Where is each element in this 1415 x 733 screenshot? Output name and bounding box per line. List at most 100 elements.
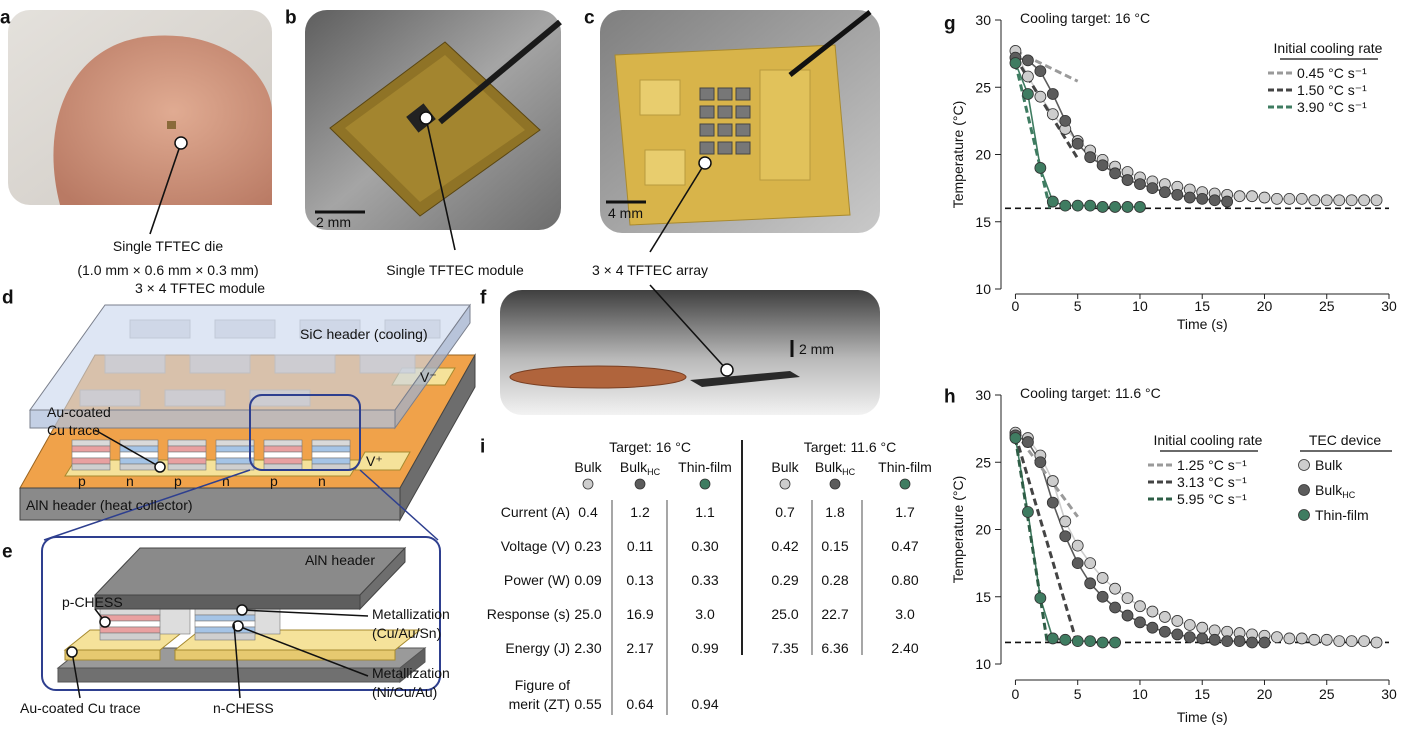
panel-label: e (2, 542, 13, 563)
header-label: SiC header (cooling) (300, 326, 428, 342)
y-tick-label: 10 (975, 656, 991, 672)
x-tick-label: 5 (1074, 686, 1082, 702)
data-point (1134, 201, 1145, 212)
leg-layer (312, 440, 350, 446)
leg-layer (312, 458, 350, 464)
data-point (1334, 636, 1345, 647)
x-tick-label: 10 (1132, 686, 1148, 702)
table-cell: 0.33 (691, 572, 718, 588)
row-label: Power (W) (504, 572, 570, 588)
x-tick-label: 0 (1012, 686, 1020, 702)
data-point (1197, 193, 1208, 204)
panel-label: d (2, 288, 14, 309)
data-point (1172, 615, 1183, 626)
x-tick-label: 25 (1319, 298, 1335, 314)
y-tick-label: 20 (975, 522, 991, 538)
data-point (1010, 433, 1021, 444)
legend-marker (1299, 485, 1310, 496)
leg-layer (168, 458, 206, 464)
data-point (1072, 200, 1083, 211)
trace-label: Au-coated Cu trace (20, 700, 141, 716)
data-point (1247, 191, 1258, 202)
terminal-label: V⁻ (420, 369, 437, 385)
row-label: Energy (J) (505, 640, 570, 656)
column-marker (900, 479, 910, 489)
leg-layer (72, 452, 110, 458)
data-point (1022, 507, 1033, 518)
data-point (1296, 193, 1307, 204)
data-point (1035, 457, 1046, 468)
header-label: AlN header (305, 552, 375, 568)
column-header: Bulk (574, 459, 602, 475)
data-point (1346, 195, 1357, 206)
table-cell: 2.30 (574, 640, 601, 656)
data-point (1184, 192, 1195, 203)
legend-label: 3.13 °C s⁻¹ (1177, 474, 1247, 490)
data-point (1209, 195, 1220, 206)
data-point (1197, 622, 1208, 633)
data-point (1072, 540, 1083, 551)
data-point (1097, 160, 1108, 171)
table-cell: 0.28 (821, 572, 848, 588)
legend-marker (1299, 510, 1310, 521)
data-point (1072, 138, 1083, 149)
column-header: Bulk (771, 459, 799, 475)
data-point (1085, 578, 1096, 589)
data-point (1022, 437, 1033, 448)
terminal-label: V⁺ (366, 453, 383, 469)
photo-a (8, 10, 272, 234)
data-point (1060, 115, 1071, 126)
caption: 3 × 4 TFTEC array (592, 262, 708, 278)
caption: (1.0 mm × 0.6 mm × 0.3 mm) (77, 262, 258, 278)
data-point (1072, 636, 1083, 647)
scale-bar-label: 4 mm (608, 205, 643, 221)
y-tick-label: 25 (975, 79, 991, 95)
column-marker (700, 479, 710, 489)
data-point (1122, 201, 1133, 212)
data-point (1047, 476, 1058, 487)
table-cell: 1.7 (895, 504, 915, 520)
data-point (1134, 601, 1145, 612)
leg-layer (264, 452, 302, 458)
data-point (1359, 195, 1370, 206)
chart-title: Cooling target: 16 °C (1020, 10, 1150, 26)
column-header: Thin-film (878, 459, 932, 475)
table-cell: 0.09 (574, 572, 601, 588)
data-point (1346, 636, 1357, 647)
chart-title: Cooling target: 11.6 °C (1020, 385, 1161, 401)
legend-label: Bulk (1315, 457, 1343, 473)
data-point (1309, 195, 1320, 206)
data-point (1035, 593, 1046, 604)
x-tick-label: 0 (1012, 298, 1020, 314)
leg-layer (168, 464, 206, 470)
scale-bar-label: 2 mm (799, 341, 834, 357)
data-point (1022, 55, 1033, 66)
table-cell: 0.15 (821, 538, 848, 554)
caption: Single TFTEC die (113, 238, 223, 254)
data-point (1060, 516, 1071, 527)
column-marker (830, 479, 840, 489)
row-label: Voltage (V) (501, 538, 570, 554)
data-point (1047, 109, 1058, 120)
data-point (1172, 629, 1183, 640)
data-point (1072, 558, 1083, 569)
column-header: BulkHC (815, 459, 856, 477)
data-point (1035, 66, 1046, 77)
data-point (1222, 636, 1233, 647)
table-cell: 0.7 (775, 504, 795, 520)
y-tick-label: 15 (975, 214, 991, 230)
data-point (1047, 196, 1058, 207)
row-label: merit (ZT) (509, 696, 570, 712)
row-label: Figure of (515, 677, 570, 693)
data-point (1147, 183, 1158, 194)
subscript: HC (647, 467, 660, 477)
data-point (1122, 610, 1133, 621)
scale-bar-label: 2 mm (316, 214, 351, 230)
table-cell: 3.0 (695, 606, 715, 622)
y-tick-label: 15 (975, 589, 991, 605)
leg-layer (168, 452, 206, 458)
data-point (1284, 193, 1295, 204)
table-cell: 2.40 (891, 640, 918, 656)
data-point (1334, 195, 1345, 206)
x-tick-label: 30 (1381, 298, 1397, 314)
